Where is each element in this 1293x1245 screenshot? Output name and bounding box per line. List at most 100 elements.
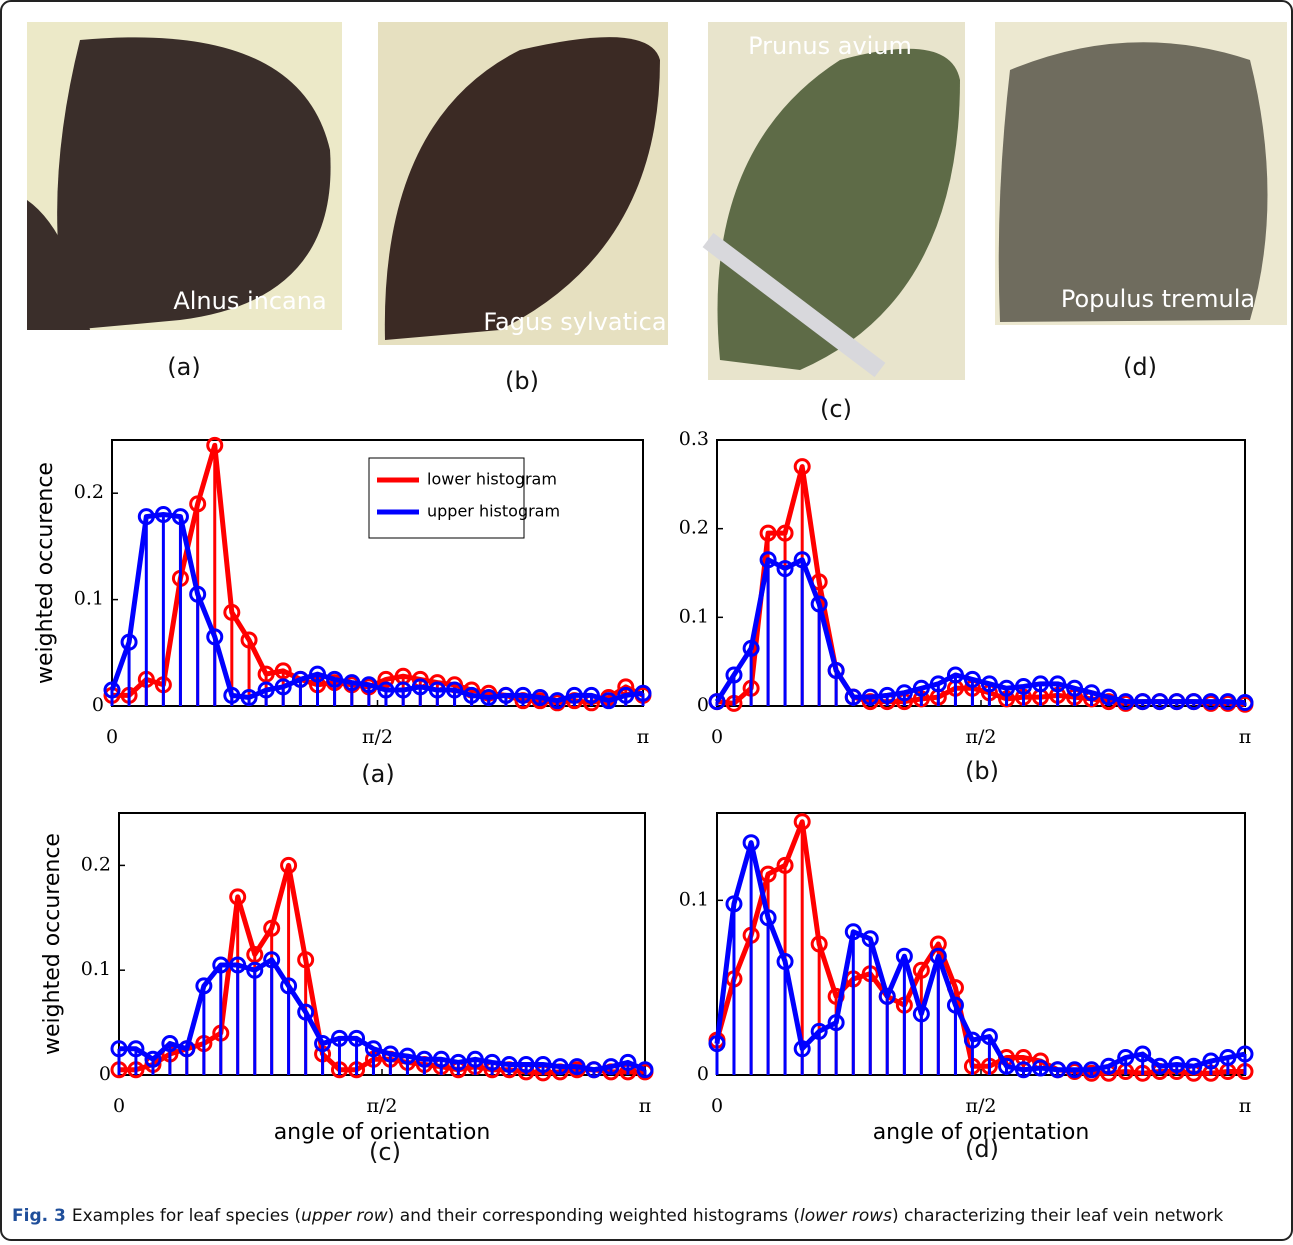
- photo: Alnus incana: [27, 22, 342, 330]
- stem-marker: [257, 681, 275, 699]
- stem-marker: [878, 987, 896, 1005]
- stem-marker: [582, 686, 600, 704]
- photo: Populus tremula: [995, 22, 1287, 325]
- stem-marker: [229, 888, 247, 906]
- stem-marker: [154, 505, 172, 523]
- y-tick-label: 0.2: [81, 853, 111, 875]
- stem-marker: [776, 524, 794, 542]
- x-tick-label: 0: [106, 726, 118, 748]
- stem-marker: [161, 1035, 179, 1053]
- stem-marker: [223, 603, 241, 621]
- stem-marker: [398, 1047, 416, 1065]
- stem-marker: [297, 951, 315, 969]
- stem-marker: [1117, 1049, 1135, 1067]
- stem-marker: [360, 676, 378, 694]
- photo: Fagus sylvatica: [378, 22, 668, 345]
- stem-marker: [480, 688, 498, 706]
- caption-text: Examples for leaf species (: [72, 1206, 301, 1226]
- stem-marker: [759, 551, 777, 569]
- y-tick-label: 0: [697, 694, 709, 716]
- stem-marker: [895, 684, 913, 702]
- stem-marker: [1049, 675, 1067, 693]
- stem-marker: [895, 947, 913, 965]
- chart-subtitle: (a): [361, 760, 394, 788]
- series-line: [119, 957, 646, 1073]
- stem-marker: [1185, 693, 1203, 711]
- stem-marker: [1083, 684, 1101, 702]
- y-tick-label: 0.1: [679, 605, 709, 627]
- stem-marker: [1236, 693, 1254, 711]
- stem-marker: [1202, 693, 1220, 711]
- stem-marker: [127, 1040, 145, 1058]
- stem-marker: [144, 1050, 162, 1068]
- stem-marker: [1219, 693, 1237, 711]
- y-axis-label: weighted occurence: [33, 462, 58, 684]
- stem-marker: [844, 923, 862, 941]
- stem-marker: [394, 681, 412, 699]
- stem-marker: [878, 686, 896, 704]
- y-tick-label: 0.1: [81, 958, 111, 980]
- stem-marker: [963, 1031, 981, 1049]
- photo-label: Populus tremula: [1061, 285, 1255, 313]
- stem-marker: [432, 1050, 450, 1068]
- stem-marker: [1219, 1049, 1237, 1067]
- stem-marker: [534, 1056, 552, 1074]
- stem-marker: [617, 686, 635, 704]
- y-tick-label: 0.2: [679, 517, 709, 539]
- stem-marker: [1031, 675, 1049, 693]
- stem-marker: [827, 662, 845, 680]
- stem-marker: [759, 524, 777, 542]
- stem-marker: [517, 1056, 535, 1074]
- stem-marker: [1015, 1061, 1033, 1079]
- chart: 0 0.1 0 π/2 π angle of orientation(d): [679, 812, 1254, 1163]
- stem-marker: [500, 1056, 518, 1074]
- stem-marker: [912, 961, 930, 979]
- stem-marker: [463, 686, 481, 704]
- stem-marker: [263, 919, 281, 937]
- stem-marker: [600, 692, 618, 710]
- stem-marker: [206, 628, 224, 646]
- stem-marker: [377, 670, 395, 688]
- stem-marker: [466, 1050, 484, 1068]
- stem-marker: [551, 1058, 569, 1076]
- x-tick-label: π: [637, 726, 650, 748]
- stem-marker: [708, 1035, 726, 1053]
- stem-marker: [330, 1029, 348, 1047]
- stem-marker: [827, 1014, 845, 1032]
- stem-marker: [742, 834, 760, 852]
- stem-marker: [793, 1040, 811, 1058]
- stem-marker: [759, 909, 777, 927]
- x-tick-label: π: [1239, 726, 1252, 748]
- stem-marker: [514, 686, 532, 704]
- stem-marker: [280, 977, 298, 995]
- stem-marker: [257, 665, 275, 683]
- stem-marker: [1031, 1059, 1049, 1077]
- stem-marker: [776, 560, 794, 578]
- stem-marker: [810, 935, 828, 953]
- stem-marker: [1066, 679, 1084, 697]
- stem-marker: [415, 1050, 433, 1068]
- stem-marker: [568, 1058, 586, 1076]
- stem-marker: [1134, 693, 1152, 711]
- stem-marker: [103, 681, 121, 699]
- stem-marker: [585, 1061, 603, 1079]
- stem-marker: [1015, 677, 1033, 695]
- stem-marker: [602, 1058, 620, 1076]
- stem-marker: [280, 856, 298, 874]
- stem-marker: [449, 1053, 467, 1071]
- stem-marker: [120, 633, 138, 651]
- stem-marker: [326, 670, 344, 688]
- stem-marker: [240, 688, 258, 706]
- stem-marker: [229, 956, 247, 974]
- stem-marker: [483, 1053, 501, 1071]
- photo-caption: (b): [505, 367, 539, 395]
- y-tick-label: 0: [99, 1063, 111, 1085]
- chart-subtitle: (b): [965, 757, 999, 785]
- legend-label: lower histogram: [427, 470, 557, 489]
- photo-caption: (d): [1123, 353, 1157, 381]
- photo-label: Prunus avium: [748, 32, 912, 60]
- y-tick-label: 0: [92, 694, 104, 716]
- stem-marker: [274, 678, 292, 696]
- stem-marker: [137, 508, 155, 526]
